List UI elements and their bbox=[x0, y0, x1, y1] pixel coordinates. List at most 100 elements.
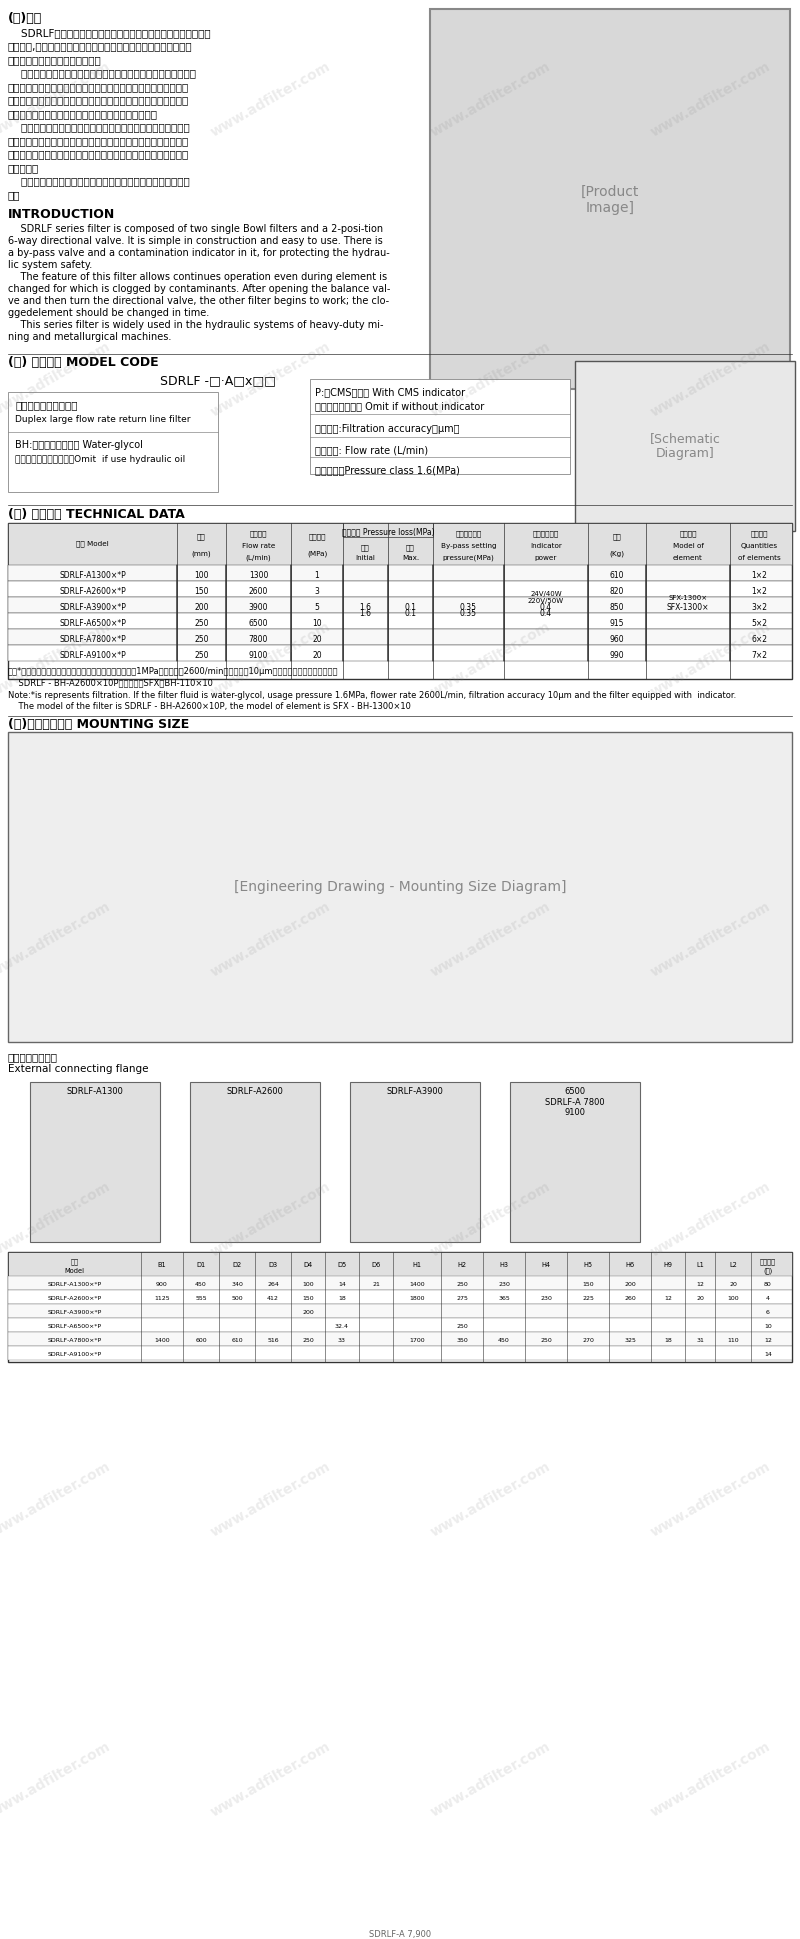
Text: SDRLF-A3900×*P: SDRLF-A3900×*P bbox=[47, 1311, 102, 1315]
Text: 外接法兰接嘴尺寸
External connecting flange: 外接法兰接嘴尺寸 External connecting flange bbox=[8, 1053, 149, 1074]
Text: 20: 20 bbox=[696, 1295, 704, 1301]
Text: SDRLF - BH-A2600×10P，滤芯型号SFX－BH-110×10: SDRLF - BH-A2600×10P，滤芯型号SFX－BH-110×10 bbox=[8, 679, 213, 686]
Text: 80: 80 bbox=[764, 1282, 772, 1287]
Text: 0.1: 0.1 bbox=[405, 603, 417, 611]
Text: Initial: Initial bbox=[355, 555, 375, 560]
Text: B1: B1 bbox=[158, 1262, 166, 1268]
Text: www.adfilter.com: www.adfilter.com bbox=[207, 1739, 333, 1819]
Text: www.adfilter.com: www.adfilter.com bbox=[207, 1179, 333, 1260]
Text: ve and then turn the directional valve, the other filter begins to work; the clo: ve and then turn the directional valve, … bbox=[8, 297, 389, 306]
Text: 900: 900 bbox=[156, 1282, 168, 1287]
Text: SDRLF-A3900×*P: SDRLF-A3900×*P bbox=[59, 603, 126, 611]
Text: www.adfilter.com: www.adfilter.com bbox=[207, 339, 333, 421]
Text: 12: 12 bbox=[696, 1282, 704, 1287]
Text: 200: 200 bbox=[302, 1311, 314, 1315]
Text: Duplex large flow rate return line filter: Duplex large flow rate return line filte… bbox=[15, 415, 190, 423]
Text: 200: 200 bbox=[194, 603, 209, 611]
Text: (mm): (mm) bbox=[192, 551, 211, 556]
Text: SDRLF -□·A□x□□: SDRLF -□·A□x□□ bbox=[160, 374, 276, 388]
Text: lic system safety.: lic system safety. bbox=[8, 260, 92, 270]
Bar bbox=[343, 524, 433, 537]
Text: 850: 850 bbox=[610, 603, 624, 611]
Bar bbox=[310, 380, 570, 475]
Text: 通径: 通径 bbox=[197, 533, 206, 539]
Text: The feature of this filter allows continues operation even during element is: The feature of this filter allows contin… bbox=[8, 271, 387, 283]
Bar bbox=[510, 1082, 640, 1241]
Text: www.adfilter.com: www.adfilter.com bbox=[647, 1460, 773, 1540]
Text: L2: L2 bbox=[729, 1262, 737, 1268]
Text: Model: Model bbox=[65, 1268, 85, 1274]
Text: 230: 230 bbox=[540, 1295, 552, 1301]
Text: H3: H3 bbox=[499, 1262, 509, 1268]
Text: 200: 200 bbox=[624, 1282, 636, 1287]
Text: www.adfilter.com: www.adfilter.com bbox=[647, 620, 773, 700]
Text: www.adfilter.com: www.adfilter.com bbox=[0, 1460, 113, 1540]
Text: 100: 100 bbox=[302, 1282, 314, 1287]
Bar bbox=[8, 564, 792, 582]
Text: 150: 150 bbox=[302, 1295, 314, 1301]
Bar bbox=[8, 392, 218, 493]
Text: 250: 250 bbox=[456, 1282, 468, 1287]
Text: 1: 1 bbox=[314, 570, 319, 580]
Text: 2600: 2600 bbox=[249, 588, 268, 595]
Text: 省略：不带发讯器 Omit if without indicator: 省略：不带发讯器 Omit if without indicator bbox=[315, 401, 484, 411]
Text: SFX-1300×: SFX-1300× bbox=[669, 593, 707, 601]
Text: www.adfilter.com: www.adfilter.com bbox=[647, 60, 773, 140]
Text: 340: 340 bbox=[231, 1282, 243, 1287]
Text: 365: 365 bbox=[498, 1295, 510, 1301]
Text: SDRLF-A6500×*P: SDRLF-A6500×*P bbox=[59, 619, 126, 628]
Text: BH:介质为水－乙二醇 Water-glycol: BH:介质为水－乙二醇 Water-glycol bbox=[15, 440, 143, 450]
Text: SDRLF-A7800×*P: SDRLF-A7800×*P bbox=[47, 1338, 102, 1344]
Bar bbox=[8, 597, 792, 613]
Text: 省略：介质为一般液压油Omit  if use hydraulic oil: 省略：介质为一般液压油Omit if use hydraulic oil bbox=[15, 454, 186, 463]
Text: 150: 150 bbox=[194, 588, 209, 595]
Text: SDRLF-A2600×*P: SDRLF-A2600×*P bbox=[47, 1295, 102, 1301]
Text: 滤芯数量: 滤芯数量 bbox=[750, 531, 768, 537]
Text: The model of the filter is SDRLF - BH-A2600×10P, the model of element is SFX - B: The model of the filter is SDRLF - BH-A2… bbox=[8, 702, 411, 712]
Text: 20: 20 bbox=[312, 652, 322, 659]
Text: 412: 412 bbox=[267, 1295, 279, 1301]
Text: 它的工作特点是当一只过滤器滤芯堵塞需更换时，不需要停止: 它的工作特点是当一只过滤器滤芯堵塞需更换时，不需要停止 bbox=[8, 122, 190, 132]
Text: SDRLF-A3900: SDRLF-A3900 bbox=[386, 1088, 443, 1096]
Text: D1: D1 bbox=[197, 1262, 206, 1268]
Text: 325: 325 bbox=[624, 1338, 636, 1344]
Text: of elements: of elements bbox=[738, 555, 780, 560]
Text: 初始: 初始 bbox=[361, 545, 370, 551]
Text: 最大: 最大 bbox=[406, 545, 415, 551]
Text: 公称流量: Flow rate (L/min): 公称流量: Flow rate (L/min) bbox=[315, 446, 428, 456]
Text: 主机工作，只要打开压力平衡阀并转动换向阀，另一只过滤器即可: 主机工作，只要打开压力平衡阀并转动换向阀，另一只过滤器即可 bbox=[8, 136, 190, 145]
Text: 发讯装置功率: 发讯装置功率 bbox=[533, 531, 559, 537]
Text: 31: 31 bbox=[696, 1338, 704, 1344]
Text: SDRLF-A1300: SDRLF-A1300 bbox=[66, 1088, 123, 1096]
Text: [Schematic
Diagram]: [Schematic Diagram] bbox=[650, 432, 721, 460]
Text: 1125: 1125 bbox=[154, 1295, 170, 1301]
Text: 555: 555 bbox=[195, 1295, 207, 1301]
Bar bbox=[8, 733, 792, 1041]
Text: H4: H4 bbox=[542, 1262, 550, 1268]
Text: SDRLF-A2600×*P: SDRLF-A2600×*P bbox=[59, 588, 126, 595]
Text: 275: 275 bbox=[456, 1295, 468, 1301]
Text: 450: 450 bbox=[195, 1282, 207, 1287]
Text: D4: D4 bbox=[303, 1262, 313, 1268]
Text: 990: 990 bbox=[610, 652, 624, 659]
Text: 参加工作，然后更换已堵塞的滤芯，需更换滤芯前过滤器，允许少: 参加工作，然后更换已堵塞的滤芯，需更换滤芯前过滤器，允许少 bbox=[8, 149, 190, 159]
Text: H6: H6 bbox=[626, 1262, 634, 1268]
Text: element: element bbox=[673, 555, 703, 560]
Text: 260: 260 bbox=[624, 1295, 636, 1301]
Text: www.adfilter.com: www.adfilter.com bbox=[647, 1739, 773, 1819]
Text: Indicator: Indicator bbox=[530, 543, 562, 549]
Text: SDRLF-A1300×*P: SDRLF-A1300×*P bbox=[59, 570, 126, 580]
Text: 6: 6 bbox=[766, 1311, 770, 1315]
Bar bbox=[8, 1276, 792, 1289]
Text: 33: 33 bbox=[338, 1338, 346, 1344]
Text: Quantities: Quantities bbox=[741, 543, 778, 549]
Text: This series filter is widely used in the hydraulic systems of heavy-duty mi-: This series filter is widely used in the… bbox=[8, 320, 383, 330]
Bar bbox=[30, 1082, 160, 1241]
Text: H1: H1 bbox=[413, 1262, 422, 1268]
Text: 915: 915 bbox=[610, 619, 624, 628]
Bar bbox=[430, 10, 790, 390]
Text: www.adfilter.com: www.adfilter.com bbox=[0, 620, 113, 700]
Text: Note:*is represents filtration. If the filter fluid is water-glycol, usage press: Note:*is represents filtration. If the f… bbox=[8, 690, 736, 700]
Text: 1700: 1700 bbox=[409, 1338, 425, 1344]
Text: 6-way directional valve. It is simple in construction and easy to use. There is: 6-way directional valve. It is simple in… bbox=[8, 237, 382, 246]
